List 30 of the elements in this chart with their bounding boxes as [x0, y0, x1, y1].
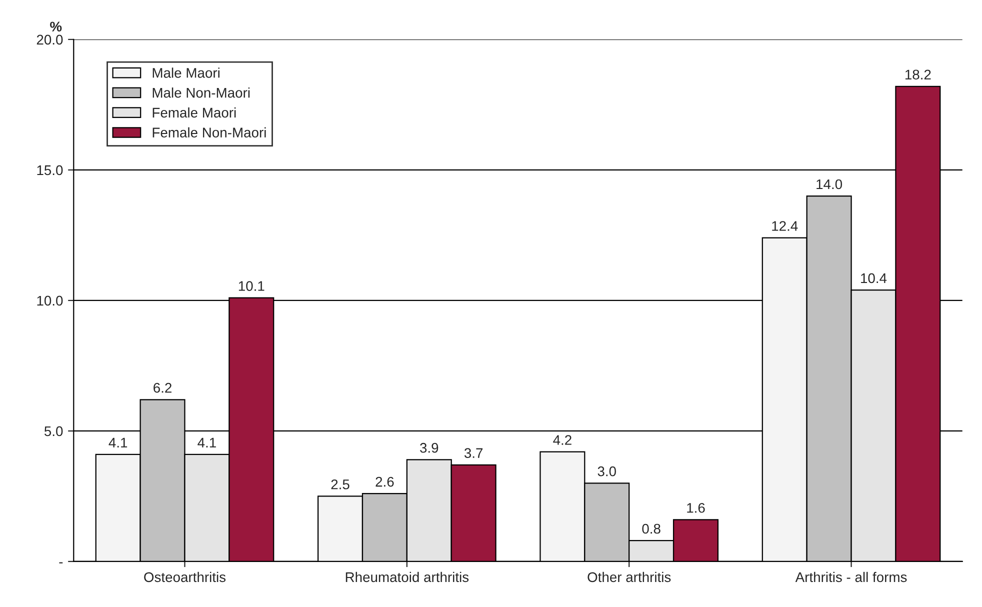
legend-label: Female Maori — [152, 107, 236, 118]
legend-label: Male Non-Maori — [152, 88, 250, 98]
x-tick-label: Other arthritis — [588, 572, 671, 582]
y-tick-label: - — [59, 562, 63, 564]
data-label: 14.0 — [816, 179, 842, 190]
x-tick-label: Rheumatoid arthritis — [346, 572, 469, 582]
data-label: 10.4 — [861, 273, 887, 284]
y-tick-label: 10.0 — [37, 296, 63, 306]
data-label: 18.2 — [905, 70, 931, 80]
data-label: 12.4 — [772, 221, 798, 231]
y-tick-label: 15.0 — [37, 165, 63, 176]
data-label: 4.1 — [108, 438, 128, 448]
y-tick-label: 5.0 — [44, 426, 63, 436]
data-label: 6.2 — [154, 382, 172, 393]
data-label: 3.7 — [464, 448, 483, 458]
y-tick-label: 20.0 — [36, 34, 63, 45]
x-tick-label: Arthritis - all forms — [795, 572, 907, 582]
data-label: 0.8 — [642, 524, 660, 534]
data-label: 4.1 — [198, 438, 216, 448]
x-tick-label: Osteoarthritis — [144, 572, 226, 582]
data-label: 3.9 — [420, 442, 438, 453]
legend-label: Male Maori — [152, 68, 220, 78]
data-label: 3.0 — [598, 466, 616, 476]
data-label: 4.2 — [553, 435, 572, 445]
data-label: 2.5 — [331, 479, 350, 490]
data-label: 10.1 — [238, 281, 264, 291]
data-label: 1.6 — [687, 502, 705, 513]
data-label: 2.6 — [376, 476, 394, 487]
y-axis-title: % — [50, 22, 62, 32]
legend-label: Female Non-Maori — [152, 127, 266, 138]
